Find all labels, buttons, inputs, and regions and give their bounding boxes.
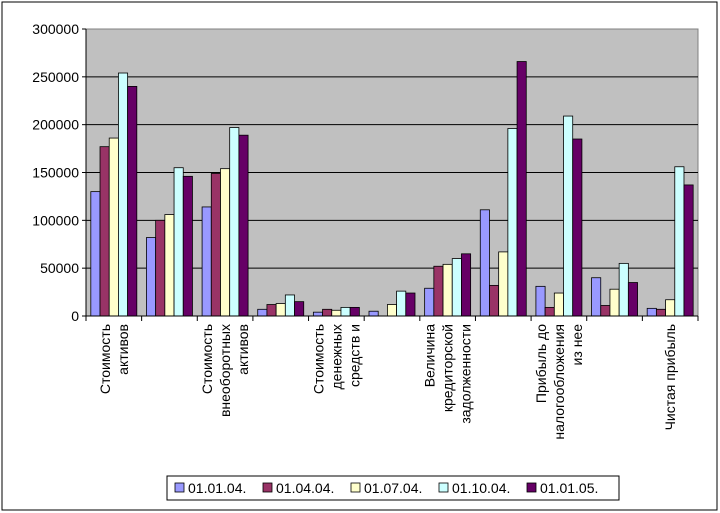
bar bbox=[489, 284, 500, 317]
bar bbox=[600, 305, 611, 317]
bar bbox=[553, 292, 564, 317]
bar bbox=[275, 303, 286, 317]
bar bbox=[368, 310, 379, 317]
bar bbox=[396, 290, 407, 317]
bar bbox=[618, 262, 629, 317]
legend-swatch bbox=[526, 482, 537, 493]
bar bbox=[646, 307, 657, 317]
bar bbox=[229, 127, 240, 317]
x-tick-label: Стоимость внеоборотных активов bbox=[199, 324, 251, 417]
legend-label: 01.07.04. bbox=[364, 480, 422, 496]
legend-label: 01.01.04. bbox=[188, 480, 246, 496]
bar bbox=[683, 184, 694, 317]
x-tick-label: Стоимость денежных средств и bbox=[310, 324, 362, 394]
bar bbox=[627, 282, 638, 317]
bar bbox=[516, 61, 527, 317]
bar bbox=[284, 294, 295, 317]
bar bbox=[433, 265, 444, 317]
bar bbox=[609, 288, 620, 317]
x-tick-label: Чистая прибыль bbox=[662, 324, 678, 430]
bar bbox=[451, 258, 462, 317]
bar bbox=[108, 137, 119, 317]
y-tick-label: 100000 bbox=[32, 212, 79, 228]
legend-swatch bbox=[350, 482, 361, 493]
x-axis-labels: Стоимость активов Стоимость внеоборотных акт… bbox=[97, 324, 678, 440]
bar bbox=[164, 214, 175, 317]
bar bbox=[201, 206, 212, 317]
legend-swatch bbox=[262, 482, 273, 493]
bar bbox=[331, 309, 342, 317]
legend-label: 01.01.05. bbox=[540, 480, 598, 496]
legend-label: 01.04.04. bbox=[276, 480, 334, 496]
bar bbox=[461, 253, 472, 317]
bar bbox=[349, 306, 360, 317]
bar bbox=[424, 287, 435, 317]
bar bbox=[674, 166, 685, 317]
bar bbox=[498, 251, 509, 317]
bar bbox=[405, 292, 416, 317]
legend-label: 01.10.04. bbox=[452, 480, 510, 496]
x-tick-label: Стоимость активов bbox=[97, 324, 131, 394]
bar bbox=[479, 209, 490, 317]
y-tick-label: 200000 bbox=[32, 117, 79, 133]
legend-box bbox=[166, 475, 620, 501]
y-tick-label: 50000 bbox=[40, 260, 79, 276]
x-axis-ticks bbox=[85, 316, 699, 321]
bar bbox=[173, 167, 184, 317]
bar bbox=[665, 299, 676, 317]
legend: 01.01.04. 01.04.04. 01.07.04. 01.10.04. 01.0… bbox=[166, 475, 620, 501]
bar bbox=[535, 285, 546, 317]
bar bbox=[312, 311, 323, 317]
bar bbox=[127, 86, 138, 317]
bar bbox=[257, 308, 268, 317]
bar bbox=[322, 308, 333, 317]
bar bbox=[563, 115, 574, 317]
bar bbox=[340, 306, 351, 317]
y-tick-label: 150000 bbox=[32, 165, 79, 181]
y-tick-label: 250000 bbox=[32, 69, 79, 85]
bar bbox=[655, 308, 666, 317]
bar bbox=[266, 304, 277, 317]
bar bbox=[572, 138, 583, 317]
y-tick-label: 300000 bbox=[32, 21, 79, 37]
bar bbox=[507, 128, 518, 317]
bar bbox=[155, 219, 166, 317]
bar bbox=[118, 72, 129, 317]
bar bbox=[386, 304, 397, 317]
bar bbox=[182, 175, 193, 317]
x-tick-label: Прибыль до налогообложения из нее bbox=[533, 324, 585, 440]
bar bbox=[220, 168, 231, 317]
bar bbox=[90, 191, 101, 317]
bar bbox=[210, 173, 221, 317]
bar bbox=[294, 301, 305, 317]
y-tick-label: 0 bbox=[71, 308, 79, 324]
bar bbox=[544, 306, 555, 317]
x-tick-label: Величина кредиторской задолженности bbox=[422, 324, 474, 424]
bar bbox=[238, 134, 249, 317]
bar bbox=[591, 277, 602, 317]
legend-swatch bbox=[438, 482, 449, 493]
bar bbox=[442, 263, 453, 317]
legend-swatch bbox=[174, 482, 185, 493]
y-axis-ticks: 0 50000 100000 150000 200000 250000 300000 bbox=[32, 21, 86, 324]
bar bbox=[146, 237, 157, 317]
bars bbox=[90, 61, 694, 317]
bar bbox=[99, 146, 110, 317]
